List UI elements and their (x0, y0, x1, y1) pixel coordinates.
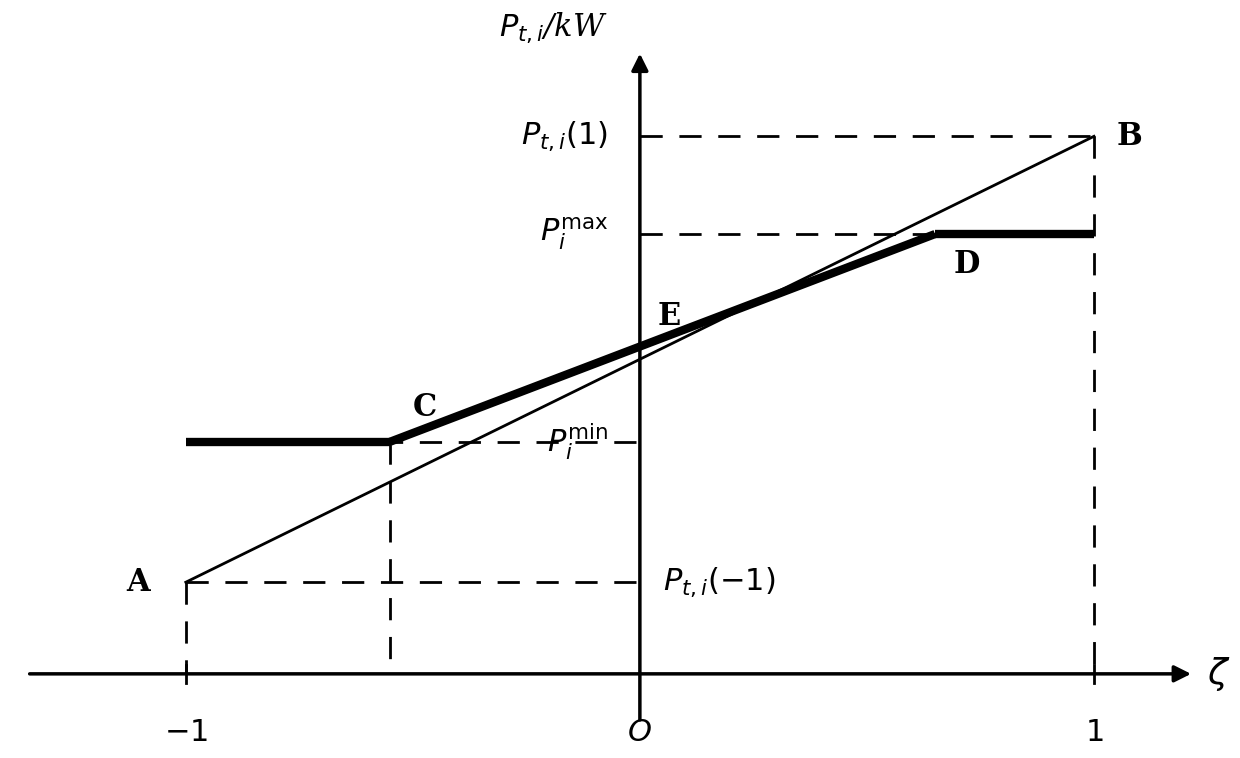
Text: A: A (125, 567, 150, 598)
Text: $\zeta$: $\zeta$ (1208, 655, 1231, 693)
Text: $P_i^{\mathrm{max}}$: $P_i^{\mathrm{max}}$ (539, 216, 608, 252)
Text: $P_i^{\mathrm{min}}$: $P_i^{\mathrm{min}}$ (547, 421, 608, 462)
Text: $1$: $1$ (1085, 716, 1104, 747)
Text: $P_{t,i}(-1)$: $P_{t,i}(-1)$ (662, 565, 775, 599)
Text: $P_{t,i}$/kW: $P_{t,i}$/kW (500, 11, 608, 45)
Text: D: D (954, 249, 980, 280)
Text: $O$: $O$ (627, 716, 652, 747)
Text: C: C (413, 393, 436, 424)
Text: $-1$: $-1$ (164, 716, 208, 747)
Text: $P_{t,i}(1)$: $P_{t,i}(1)$ (521, 120, 608, 153)
Text: B: B (1117, 121, 1142, 152)
Text: E: E (658, 301, 681, 332)
